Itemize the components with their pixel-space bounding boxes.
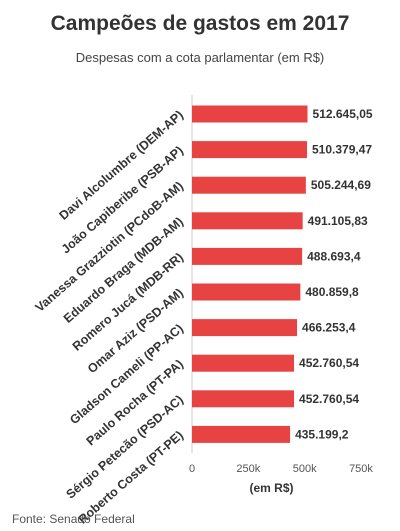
value-label: 466.253,4 — [302, 321, 356, 335]
value-label: 505.244,69 — [311, 178, 371, 192]
bar — [192, 283, 301, 301]
value-label: 491.105,83 — [308, 214, 368, 228]
value-label: 480.859,8 — [305, 285, 359, 299]
bar — [192, 141, 308, 159]
value-label: 452.760,54 — [299, 356, 359, 370]
tick-label: 500k — [293, 463, 317, 475]
category-label: Vanessa Grazziotin (PCdoB-AM) — [33, 179, 186, 315]
x-axis-label: (em R$) — [249, 481, 293, 495]
tick-label: 0 — [189, 463, 195, 475]
value-label: 452.760,54 — [299, 392, 359, 406]
bar — [192, 390, 295, 408]
value-label: 435.199,2 — [295, 427, 349, 441]
source-note: Fonte: Senado Federal — [12, 512, 135, 526]
chart-subtitle: Despesas com a cota parlamentar (em R$) — [75, 50, 325, 65]
bar — [192, 319, 298, 337]
value-label: 488.693,4 — [307, 249, 361, 263]
bar — [192, 105, 308, 123]
bar — [192, 354, 295, 372]
value-label: 512.645,05 — [313, 107, 373, 121]
chart-title: Campeões de gastos em 2017 — [50, 12, 350, 35]
bar — [192, 176, 306, 194]
value-label: 510.379,47 — [312, 143, 372, 157]
tick-label: 750k — [349, 463, 373, 475]
bar — [192, 247, 303, 265]
tick-label: 250k — [236, 463, 260, 475]
bar — [192, 212, 303, 230]
bar — [192, 425, 291, 443]
